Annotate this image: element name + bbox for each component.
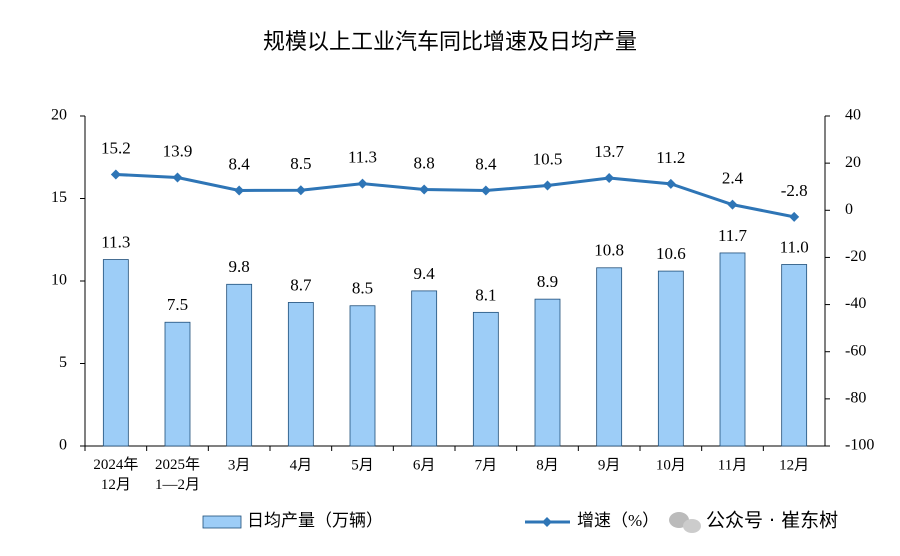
x-tick-label: 11月: [718, 457, 747, 473]
bar-value-label: 9.4: [414, 264, 436, 283]
bar-value-label: 8.1: [475, 285, 496, 304]
line-marker: [357, 178, 368, 189]
watermark: 公众号 · 崔东树: [706, 510, 838, 532]
bar: [349, 305, 376, 447]
y2-tick-label: 0: [845, 201, 853, 218]
x-tick-label: 5月: [351, 457, 374, 473]
line-marker: [789, 211, 800, 222]
y2-tick-label: 20: [845, 154, 861, 171]
y-tick-label: 5: [59, 354, 67, 371]
bar: [226, 283, 253, 447]
bar: [657, 270, 684, 447]
bar-value-label: 11.0: [780, 237, 809, 256]
line-value-label: 11.2: [656, 148, 685, 167]
bar: [287, 302, 314, 447]
line-value-label: 8.5: [290, 154, 311, 173]
y2-tick-label: -20: [845, 248, 866, 265]
bar-value-label: 7.5: [167, 295, 188, 314]
bar-value-label: 8.9: [537, 272, 558, 291]
bar-value-label: 10.6: [656, 244, 686, 263]
bar: [102, 259, 129, 447]
y2-tick-label: -100: [845, 437, 874, 454]
x-tick-label: 2025年 1—2月: [155, 456, 200, 493]
line: [115, 172, 795, 219]
y-tick-label: 20: [51, 107, 67, 124]
line-marker: [110, 169, 121, 180]
bar: [719, 252, 746, 447]
line-value-label: 15.2: [101, 138, 131, 157]
y2-tick-label: -60: [845, 342, 866, 359]
bar-value-label: 11.7: [718, 226, 748, 245]
x-tick-label: 7月: [475, 457, 498, 473]
x-tick-label: 4月: [290, 457, 313, 473]
legend-marker: [542, 517, 552, 527]
bar: [534, 298, 561, 447]
y-tick-label: 15: [51, 189, 67, 206]
line-marker: [295, 185, 306, 196]
y2-tick-label: 40: [845, 107, 861, 124]
x-tick-label: 12月: [779, 457, 809, 473]
y-tick-label: 0: [59, 437, 67, 454]
bar: [411, 290, 438, 447]
bar-value-label: 8.5: [352, 279, 373, 298]
x-tick-label: 8月: [536, 457, 559, 473]
line-marker: [172, 172, 183, 183]
line-value-label: 8.8: [414, 153, 435, 172]
line-value-label: -2.8: [781, 181, 808, 200]
bar-value-label: 9.8: [229, 257, 250, 276]
x-tick-label: 6月: [413, 457, 436, 473]
x-tick-label: 9月: [598, 457, 621, 473]
line-value-label: 2.4: [722, 169, 744, 188]
line-marker: [234, 185, 245, 196]
line-value-label: 10.5: [533, 149, 563, 168]
y-tick-label: 10: [51, 272, 67, 289]
line-marker: [480, 185, 491, 196]
line-value-label: 13.7: [594, 142, 624, 161]
bar: [164, 321, 191, 447]
legend-swatch: [202, 515, 242, 529]
line-marker: [665, 178, 676, 189]
line-marker: [727, 199, 738, 210]
bar: [596, 267, 623, 447]
y2-tick-label: -80: [845, 390, 866, 407]
legend-label: 增速（%）: [577, 511, 659, 530]
bar: [472, 311, 499, 447]
bar-value-label: 11.3: [101, 232, 130, 251]
bar: [781, 264, 808, 447]
bar-value-label: 10.8: [594, 241, 624, 260]
line-value-label: 8.4: [229, 154, 251, 173]
y2-tick-label: -40: [845, 295, 866, 312]
line-value-label: 13.9: [163, 141, 193, 160]
line-marker: [604, 172, 615, 183]
line-marker: [419, 184, 430, 195]
line-value-label: 11.3: [348, 148, 377, 167]
x-tick-label: 2024年 12月: [93, 456, 138, 493]
legend-label: 日均产量（万辆）: [247, 511, 383, 530]
x-tick-label: 10月: [656, 457, 686, 473]
line-value-label: 8.4: [475, 154, 497, 173]
line-marker: [542, 180, 553, 191]
chart-title: 规模以上工业汽车同比增速及日均产量: [263, 29, 637, 54]
watermark-icon: [669, 512, 701, 533]
bar-value-label: 8.7: [290, 275, 312, 294]
x-tick-label: 3月: [228, 457, 251, 473]
